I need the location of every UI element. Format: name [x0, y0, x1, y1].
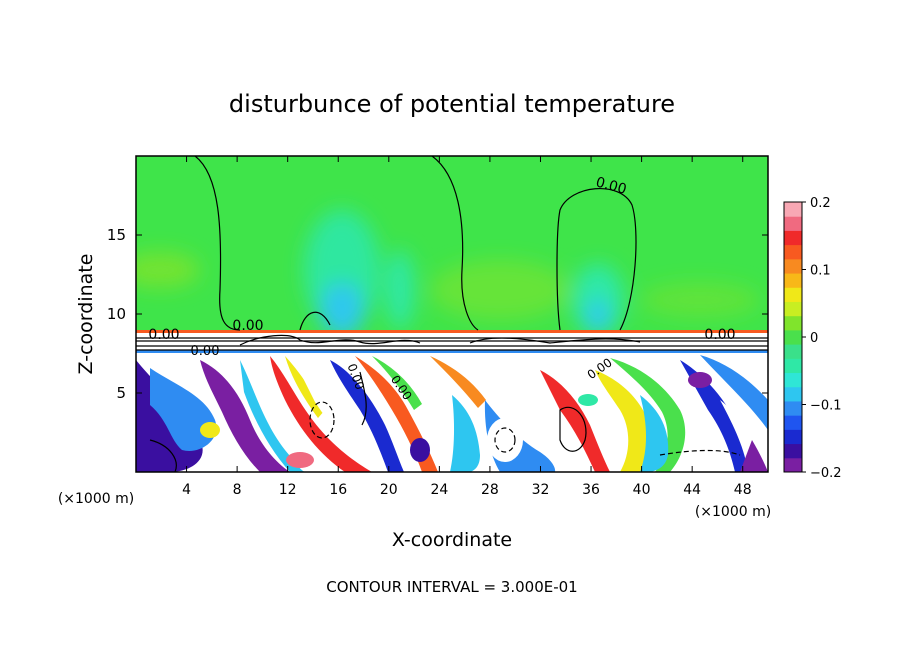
colorbar — [784, 202, 802, 473]
colorbar-swatch — [784, 258, 802, 274]
colorbar-swatch — [784, 202, 802, 217]
x-tick-label: 36 — [582, 482, 600, 498]
colorbar-swatch — [784, 457, 802, 473]
x-tick-label: 4 — [182, 482, 191, 498]
contour-label: 0.00 — [704, 327, 735, 343]
colorbar-tick-label: 0.1 — [810, 264, 831, 279]
colorbar-tick-label: 0.2 — [810, 196, 831, 211]
x-tick-label: 44 — [683, 482, 701, 498]
colorbar-swatch — [784, 301, 802, 317]
colorbar-swatch — [784, 273, 802, 288]
x-tick-label: 28 — [481, 482, 499, 498]
x-axis: 4 8 12 16 20 24 28 32 36 40 44 48 — [182, 156, 752, 498]
contour-label: 0.00 — [191, 344, 220, 359]
x-tick-label: 40 — [633, 482, 651, 498]
y-axis: 5 10 15 — [107, 226, 768, 402]
y-tick-label: 15 — [107, 226, 126, 244]
colorbar-ticks: −0.2 −0.1 0 0.1 0.2 — [802, 196, 842, 481]
x-tick-label: 20 — [380, 482, 398, 498]
y-tick-label: 5 — [116, 384, 126, 402]
colorbar-swatch — [784, 358, 802, 374]
colorbar-swatch — [784, 415, 802, 430]
x-tick-label: 48 — [734, 482, 752, 498]
chart-title: disturbunce of potential temperature — [229, 90, 675, 118]
colorbar-swatch — [784, 329, 802, 345]
colorbar-swatch — [784, 443, 802, 459]
colorbar-swatch — [784, 386, 802, 402]
colorbar-swatch — [784, 287, 802, 302]
y-axis-label: Z-coordinate — [75, 254, 97, 375]
x-axis-label: X-coordinate — [392, 529, 512, 551]
turbulence-layer — [136, 355, 768, 472]
colorbar-swatch — [784, 429, 802, 445]
contour-lines — [136, 156, 768, 472]
colorbar-swatch — [784, 230, 802, 246]
colorbar-tick-label: −0.2 — [810, 466, 842, 481]
contour-label: 0.00 — [594, 174, 628, 198]
contour-label: 0.00 — [148, 327, 179, 343]
x-tick-label: 8 — [233, 482, 242, 498]
colorbar-swatch — [784, 315, 802, 331]
contour-interval-note: CONTOUR INTERVAL = 3.000E-01 — [326, 578, 577, 596]
x-tick-label: 24 — [430, 482, 448, 498]
colorbar-swatch — [784, 400, 802, 416]
x-tick-label: 12 — [279, 482, 297, 498]
contour-label: 0.00 — [232, 318, 263, 334]
colorbar-swatch — [784, 372, 802, 388]
x-tick-label: 16 — [329, 482, 347, 498]
colorbar-swatch — [784, 216, 802, 231]
colorbar-tick-label: −0.1 — [810, 399, 842, 414]
colorbar-tick-label: 0 — [810, 331, 818, 346]
x-tick-label: 32 — [532, 482, 550, 498]
heatmap-field — [136, 156, 768, 472]
x-unit-right: (×1000 m) — [695, 504, 771, 520]
colorbar-swatch — [784, 344, 802, 359]
colorbar-swatch — [784, 244, 802, 260]
y-tick-label: 10 — [107, 305, 126, 323]
x-unit-left: (×1000 m) — [58, 491, 134, 507]
